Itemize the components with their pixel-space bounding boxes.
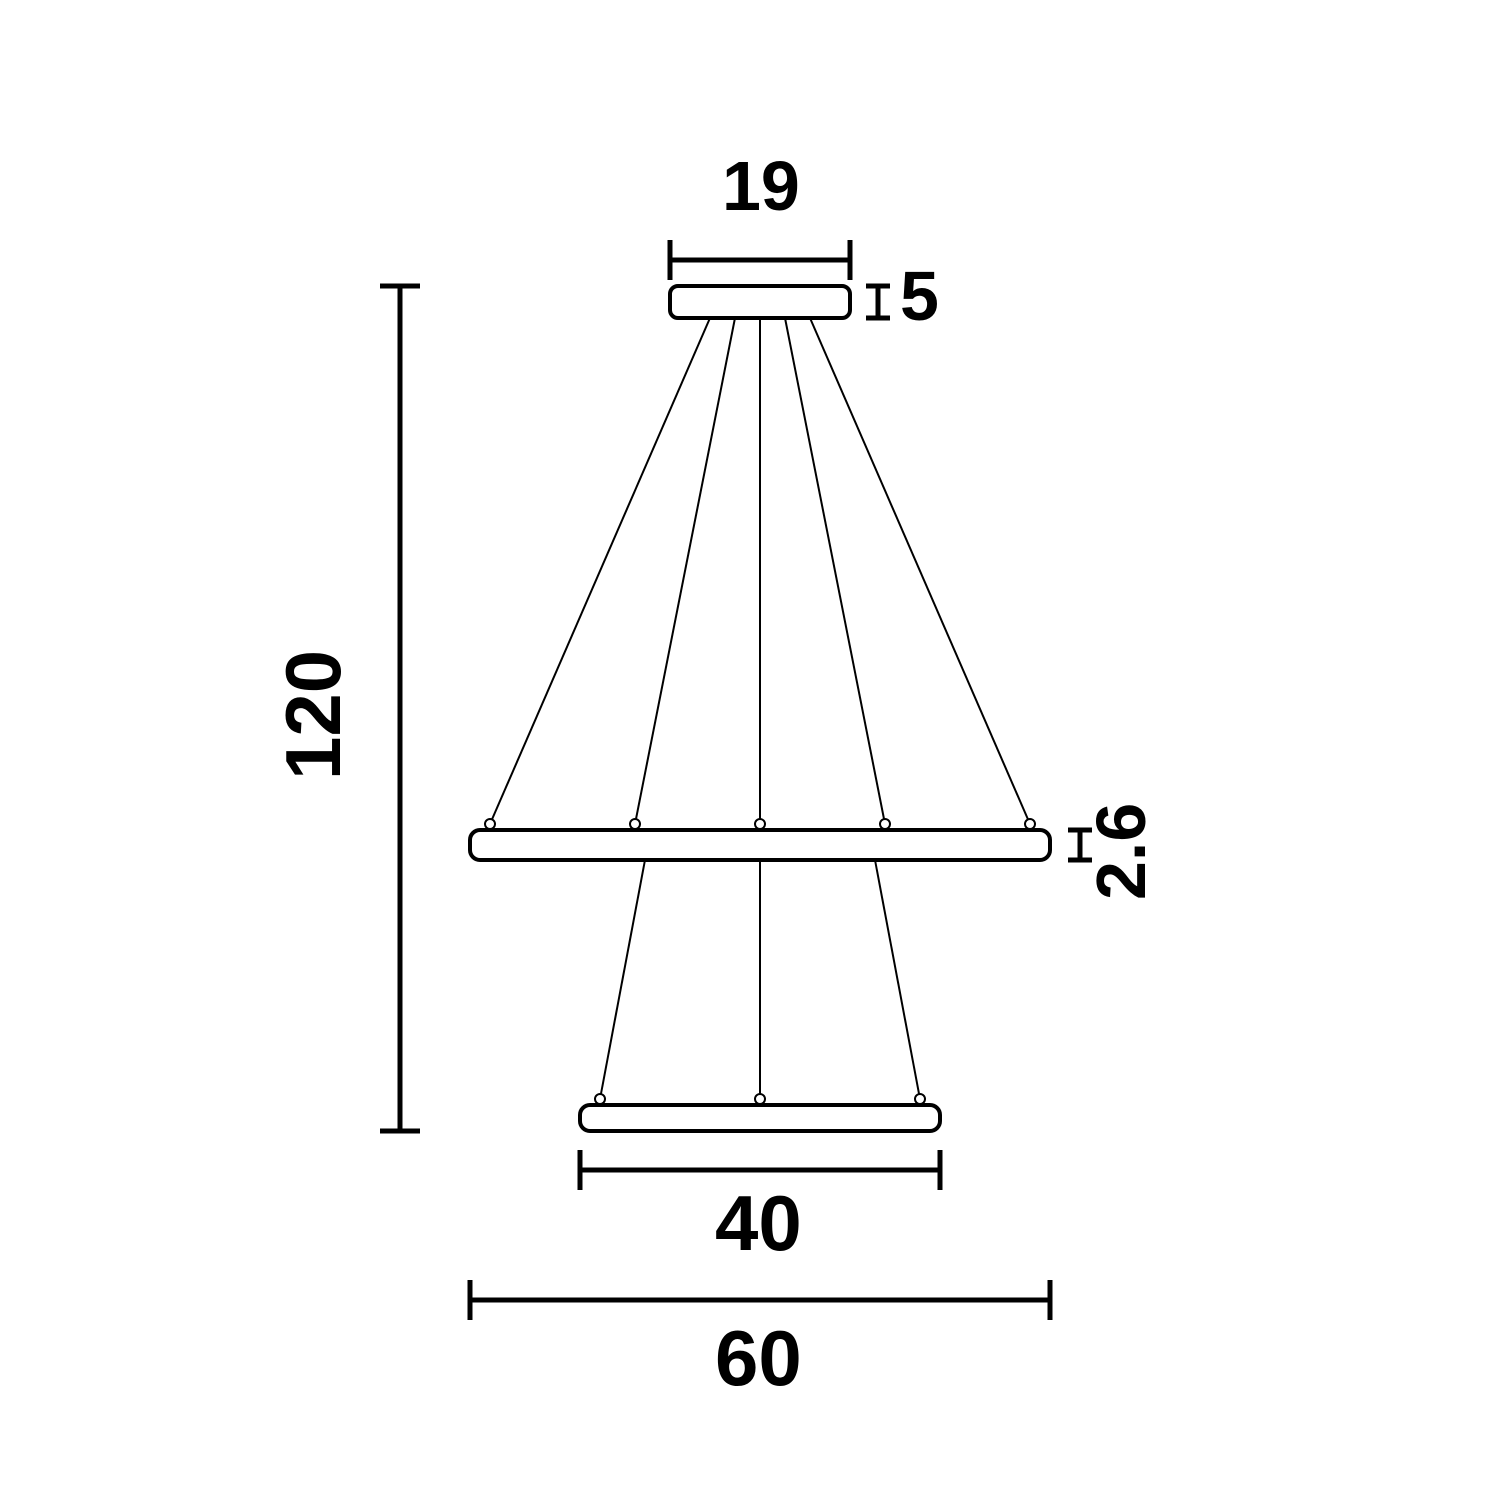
pendant-light-dimension-diagram: 19 5 120 2.6 40 60 [0,0,1500,1500]
wire-connector [755,1094,765,1104]
ceiling-canopy [670,286,850,318]
upper-ring [470,830,1050,860]
dim-5-label: 5 [900,257,939,335]
dim-40-label: 40 [715,1179,802,1267]
wire-connector [595,1094,605,1104]
wire-connector [915,1094,925,1104]
dim-120-label: 120 [269,650,357,780]
dim-60-label: 60 [715,1314,802,1402]
lower-ring [580,1105,940,1131]
dim-19-label: 19 [722,147,800,225]
wire-connector [880,819,890,829]
wire-connector [630,819,640,829]
wire-connector [755,819,765,829]
dim-2-6: 2.6 [1068,803,1160,900]
wire-connector [1025,819,1035,829]
wire-connector [485,819,495,829]
dim-2-6-label: 2.6 [1082,803,1160,900]
